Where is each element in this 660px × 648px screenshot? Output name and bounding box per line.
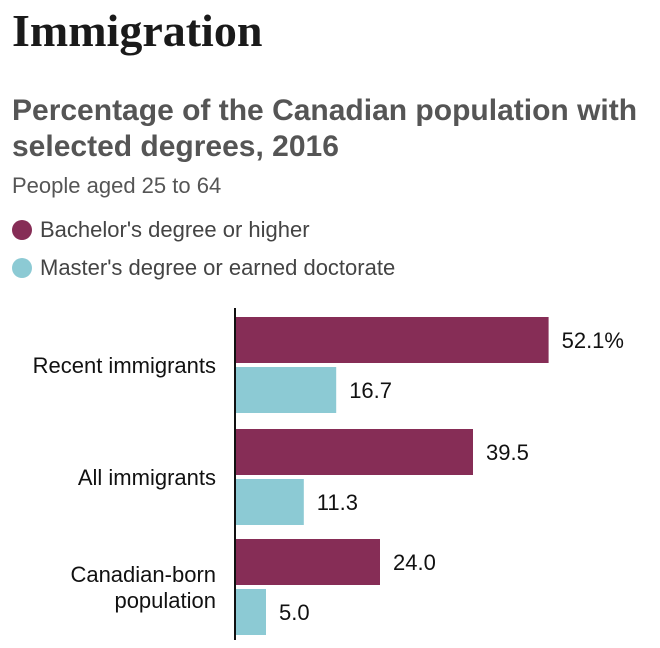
value-label-all-immigrants-bachelors: 39.5 (486, 440, 529, 465)
legend-swatch-bachelors (12, 220, 32, 240)
bar-all-immigrants-bachelors (236, 429, 473, 475)
bar-canadian-born-population-masters (236, 589, 266, 635)
value-label-canadian-born-population-masters: 5.0 (279, 600, 310, 625)
category-label-canadian-born-population-line-1: Canadian-born (70, 562, 216, 587)
value-label-recent-immigrants-masters: 16.7 (349, 378, 392, 403)
legend-item-bachelors: Bachelor's degree or higher (12, 211, 395, 249)
legend-item-masters: Master's degree or earned doctorate (12, 249, 395, 287)
bar-canadian-born-population-bachelors (236, 539, 380, 585)
bar-recent-immigrants-masters (236, 367, 337, 413)
bar-recent-immigrants-bachelors (236, 317, 549, 363)
legend-label-masters: Master's degree or earned doctorate (40, 255, 396, 280)
value-label-canadian-born-population-bachelors: 24.0 (393, 550, 436, 575)
page-heading: Immigration (12, 5, 263, 56)
chart-subtitle: People aged 25 to 64 (12, 173, 222, 198)
value-label-recent-immigrants-bachelors: 52.1% (562, 328, 624, 353)
category-label-recent-immigrants: Recent immigrants (33, 353, 216, 378)
category-label-canadian-born-population-line-2: population (114, 588, 216, 613)
category-label-all-immigrants: All immigrants (78, 465, 216, 490)
bar-chart: Recent immigrants 52.1% 16.7 All immigrants… (33, 308, 624, 640)
chart-legend: Bachelor's degree or higher Master's deg… (12, 211, 395, 287)
legend-swatch-masters (12, 258, 32, 278)
value-label-all-immigrants-masters: 11.3 (317, 490, 358, 515)
legend-label-bachelors: Bachelor's degree or higher (40, 217, 310, 242)
chart-title: Percentage of the Canadian population wi… (12, 94, 638, 163)
bar-all-immigrants-masters (236, 479, 304, 525)
